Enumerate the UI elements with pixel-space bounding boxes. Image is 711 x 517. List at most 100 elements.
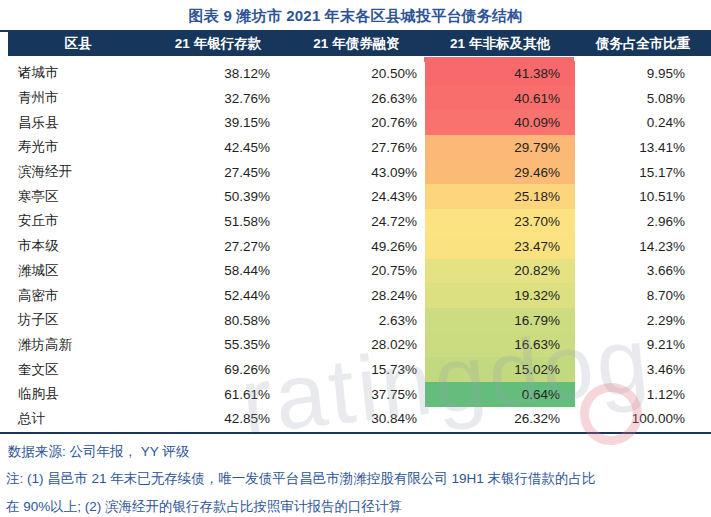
debt-share-cell: 1.12% [575,382,711,407]
bond-financing-cell: 37.75% [288,382,425,407]
nonstandard-cell: 19.32% [425,283,575,308]
bank-deposit-cell: 38.12% [148,61,288,86]
bond-financing-cell: 15.73% [288,357,425,382]
column-header-bond-financing: 21 年债券融资 [288,32,425,56]
debt-share-cell: 5.08% [575,86,711,111]
bank-deposit-cell: 58.44% [148,259,288,284]
nonstandard-cell: 20.82% [425,259,575,284]
nonstandard-cell: 41.38% [425,61,575,86]
nonstandard-column-highlight-bar [424,57,574,62]
table-row: 潍坊高新55.35%28.02%16.63%9.21% [8,333,711,358]
row-district-label: 坊子区 [8,308,148,333]
bank-deposit-cell: 52.44% [148,283,288,308]
debt-share-cell: 14.23% [575,234,711,259]
debt-share-cell: 2.29% [575,308,711,333]
nonstandard-cell: 29.79% [425,135,575,160]
debt-structure-table: 区县 21 年银行存款 21 年债券融资 21 年非标及其他 债务占全市比重 诸… [8,32,711,431]
table-body: 诸城市38.12%20.50%41.38%9.95%青州市32.76%26.63… [8,56,711,431]
bank-deposit-cell: 42.85% [148,407,288,432]
bond-financing-cell: 20.75% [288,259,425,284]
row-district-label: 安丘市 [8,209,148,234]
row-district-label: 临朐县 [8,382,148,407]
bond-financing-cell: 24.43% [288,184,425,209]
table-row: 坊子区80.58%2.63%16.79%2.29% [8,308,711,333]
bond-financing-cell: 28.02% [288,333,425,358]
debt-share-cell: 3.66% [575,259,711,284]
row-district-label: 寒亭区 [8,184,148,209]
bank-deposit-cell: 32.76% [148,86,288,111]
table-row: 总计42.85%30.84%26.32%100.00% [8,407,711,432]
table-bottom-border [0,432,711,434]
report-figure-page: 图表 9 潍坊市 2021 年末各区县城投平台债务结构 区县 21 年银行存款 … [0,0,711,517]
nonstandard-cell: 15.02% [425,357,575,382]
nonstandard-cell: 25.18% [425,184,575,209]
row-district-label: 潍城区 [8,259,148,284]
table-row: 寿光市42.45%27.76%29.79%13.41% [8,135,711,160]
footnote-line-2: 在 90%以上; (2) 滨海经开的银行存款占比按照审计报告的口径计算 [6,493,706,517]
bank-deposit-cell: 39.15% [148,110,288,135]
debt-share-cell: 100.00% [575,407,711,432]
debt-share-cell: 15.17% [575,160,711,185]
debt-share-cell: 2.96% [575,209,711,234]
debt-share-cell: 9.21% [575,333,711,358]
nonstandard-cell: 26.32% [425,407,575,432]
debt-share-cell: 0.24% [575,110,711,135]
table-row: 潍城区58.44%20.75%20.82%3.66% [8,259,711,284]
row-district-label: 诸城市 [8,61,148,86]
bank-deposit-cell: 42.45% [148,135,288,160]
row-district-label: 市本级 [8,234,148,259]
bond-financing-cell: 2.63% [288,308,425,333]
table-row: 青州市32.76%26.63%40.61%5.08% [8,86,711,111]
row-district-label: 滨海经开 [8,160,148,185]
bank-deposit-cell: 55.35% [148,333,288,358]
table-row: 市本级27.27%49.26%23.47%14.23% [8,234,711,259]
bank-deposit-cell: 27.45% [148,160,288,185]
debt-share-cell: 3.46% [575,357,711,382]
row-district-label: 潍坊高新 [8,333,148,358]
footnote-line-1: 注: (1) 昌邑市 21 年末已无存续债，唯一发债平台昌邑市渤潍控股有限公司 … [6,465,706,493]
nonstandard-cell: 16.63% [425,333,575,358]
bank-deposit-cell: 80.58% [148,308,288,333]
bank-deposit-cell: 50.39% [148,184,288,209]
debt-share-cell: 10.51% [575,184,711,209]
row-district-label: 总计 [8,407,148,432]
column-header-district: 区县 [8,32,148,56]
bank-deposit-cell: 27.27% [148,234,288,259]
nonstandard-cell: 40.61% [425,86,575,111]
column-header-bank-deposits: 21 年银行存款 [148,32,288,56]
nonstandard-cell: 40.09% [425,110,575,135]
bank-deposit-cell: 69.26% [148,357,288,382]
footnotes: 注: (1) 昌邑市 21 年末已无存续债，唯一发债平台昌邑市渤潍控股有限公司 … [6,465,706,517]
table-row: 高密市52.44%28.24%19.32%8.70% [8,283,711,308]
table-row: 安丘市51.58%24.72%23.70%2.96% [8,209,711,234]
bond-financing-cell: 26.63% [288,86,425,111]
bond-financing-cell: 49.26% [288,234,425,259]
row-district-label: 奎文区 [8,357,148,382]
bank-deposit-cell: 51.58% [148,209,288,234]
table-row: 昌乐县39.15%20.76%40.09%0.24% [8,110,711,135]
debt-share-cell: 9.95% [575,61,711,86]
bond-financing-cell: 20.50% [288,61,425,86]
nonstandard-cell: 29.46% [425,160,575,185]
table-header-row: 区县 21 年银行存款 21 年债券融资 21 年非标及其他 债务占全市比重 [8,32,711,56]
nonstandard-cell: 16.79% [425,308,575,333]
row-district-label: 寿光市 [8,135,148,160]
bond-financing-cell: 28.24% [288,283,425,308]
row-district-label: 青州市 [8,86,148,111]
bond-financing-cell: 27.76% [288,135,425,160]
nonstandard-cell: 23.47% [425,234,575,259]
column-header-nonstandard: 21 年非标及其他 [425,32,575,56]
data-source: 数据来源: 公司年报， YY 评级 [8,443,703,461]
nonstandard-cell: 0.64% [425,382,575,407]
nonstandard-cell: 23.70% [425,209,575,234]
row-district-label: 高密市 [8,283,148,308]
bank-deposit-cell: 61.61% [148,382,288,407]
bond-financing-cell: 20.76% [288,110,425,135]
figure-title: 图表 9 潍坊市 2021 年末各区县城投平台债务结构 [0,7,711,26]
table-row: 临朐县61.61%37.75%0.64%1.12% [8,382,711,407]
table-row: 诸城市38.12%20.50%41.38%9.95% [8,61,711,86]
table-row: 寒亭区50.39%24.43%25.18%10.51% [8,184,711,209]
row-district-label: 昌乐县 [8,110,148,135]
table-row: 奎文区69.26%15.73%15.02%3.46% [8,357,711,382]
debt-share-cell: 13.41% [575,135,711,160]
